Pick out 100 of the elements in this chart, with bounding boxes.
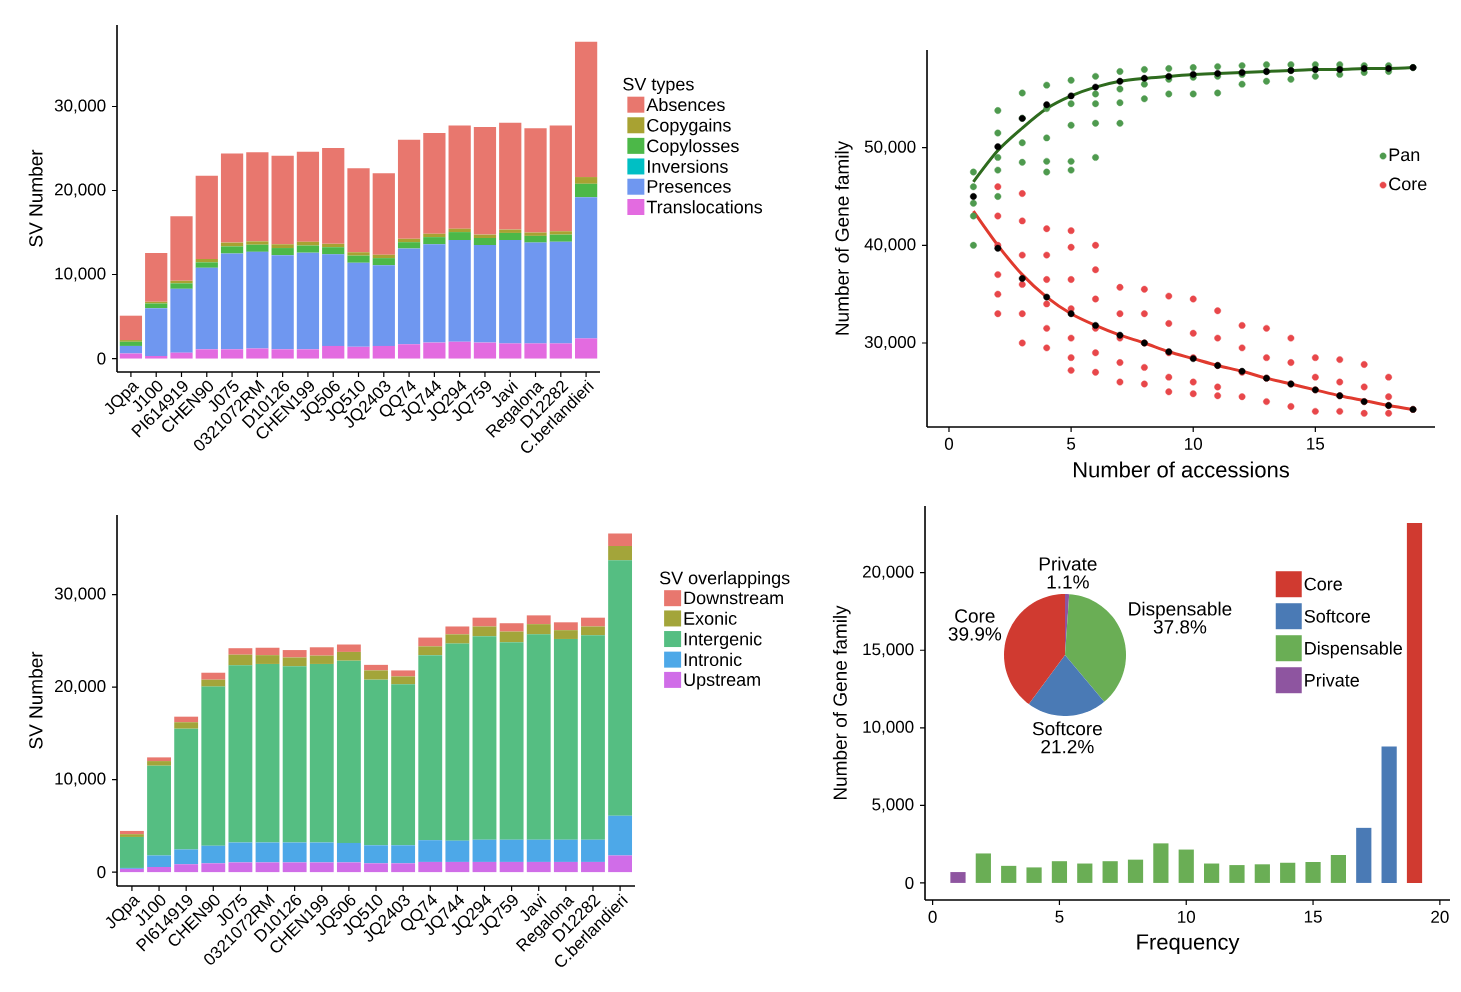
bar: [448, 341, 471, 359]
point: [1092, 83, 1099, 91]
bar: [246, 348, 269, 359]
bar: [445, 643, 470, 841]
bar: [170, 216, 193, 281]
bar: [246, 152, 269, 242]
bar: [473, 237, 497, 246]
bar: [296, 241, 320, 246]
bar: [473, 245, 497, 343]
x-tick-label: 20: [1431, 910, 1449, 923]
bar: [472, 839, 497, 862]
bar: [170, 283, 193, 289]
bar: [119, 315, 143, 341]
bar: [246, 244, 269, 252]
bar: [145, 356, 168, 359]
bar: [145, 253, 168, 302]
bar: [574, 41, 598, 178]
bar: [608, 533, 633, 546]
point: [1140, 74, 1148, 82]
bar: [255, 663, 280, 843]
bar: [423, 233, 446, 238]
bar: [1102, 861, 1118, 883]
legend-label: Exonic: [684, 611, 737, 625]
point: [1116, 77, 1124, 85]
bar: [174, 716, 199, 723]
legend-title: SV overlappings: [659, 571, 790, 588]
bar: [174, 864, 199, 873]
bar: [391, 684, 416, 846]
bar: [309, 663, 334, 843]
bar: [271, 248, 294, 256]
bar: [423, 244, 446, 343]
legend-label: Absences: [646, 97, 725, 112]
bar: [1305, 861, 1321, 883]
slice-label: Private: [1039, 556, 1097, 571]
bar: [472, 626, 497, 637]
bar: [608, 545, 633, 561]
bar: [309, 842, 334, 863]
bar: [147, 757, 171, 762]
legend-label: Core: [1389, 177, 1427, 191]
bar: [347, 255, 370, 263]
bar: [524, 232, 547, 236]
bar: [246, 241, 269, 245]
bar: [549, 241, 572, 344]
legend-label: Translocations: [646, 200, 763, 214]
bar: [1229, 865, 1245, 883]
legend-label: Intergenic: [684, 632, 762, 650]
bar: [499, 861, 524, 873]
data-label: 37.8%: [1153, 620, 1207, 634]
bar: [147, 855, 171, 868]
bar: [499, 343, 522, 359]
bar: [549, 343, 572, 359]
bar: [445, 626, 470, 635]
bar: [147, 765, 171, 856]
slice-label: Core: [955, 609, 995, 623]
bar: [282, 666, 307, 843]
bar: [228, 842, 253, 863]
bar: [526, 634, 551, 840]
bar: [1077, 863, 1093, 883]
bar: [499, 623, 524, 632]
bar: [526, 615, 551, 625]
bar: [975, 853, 991, 883]
bar: [574, 177, 598, 184]
legend-label: Presences: [647, 180, 731, 193]
bar: [347, 168, 370, 253]
bar: [372, 265, 395, 346]
bar: [336, 651, 361, 661]
bar: [174, 722, 199, 729]
bar: [950, 872, 966, 883]
bar: [524, 128, 547, 233]
bar: [271, 155, 294, 245]
bar: [499, 631, 524, 643]
bar: [201, 863, 226, 873]
x-tick-label: 5: [1067, 437, 1076, 450]
bar: [553, 638, 578, 840]
x-axis-title: Frequency: [1137, 934, 1240, 955]
bar: [170, 288, 193, 353]
y-tick-label: 15,000: [863, 643, 914, 658]
bar: [201, 845, 226, 864]
bar: [195, 262, 218, 268]
bar: [418, 840, 443, 862]
bar: [423, 342, 446, 359]
bar: [119, 341, 143, 346]
bar: [499, 122, 522, 230]
bar: [255, 862, 280, 873]
bar: [322, 247, 345, 255]
bar: [1051, 861, 1068, 883]
bar: [524, 343, 547, 359]
bar: [228, 654, 253, 666]
bar: [445, 861, 470, 873]
slice-label: Softcore: [1032, 721, 1102, 736]
bar: [322, 148, 345, 244]
bar: [174, 728, 199, 850]
bar: [549, 125, 572, 232]
bar: [1203, 863, 1220, 883]
bar: [499, 240, 522, 344]
bar: [397, 242, 421, 249]
bar: [147, 761, 171, 766]
bar: [608, 855, 633, 873]
bar: [1178, 849, 1194, 883]
x-tick-label: 0: [928, 910, 937, 923]
